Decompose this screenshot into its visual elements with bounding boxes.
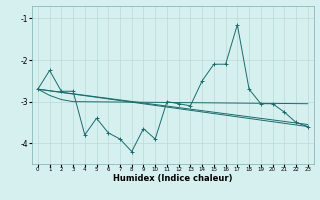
X-axis label: Humidex (Indice chaleur): Humidex (Indice chaleur) — [113, 174, 233, 183]
